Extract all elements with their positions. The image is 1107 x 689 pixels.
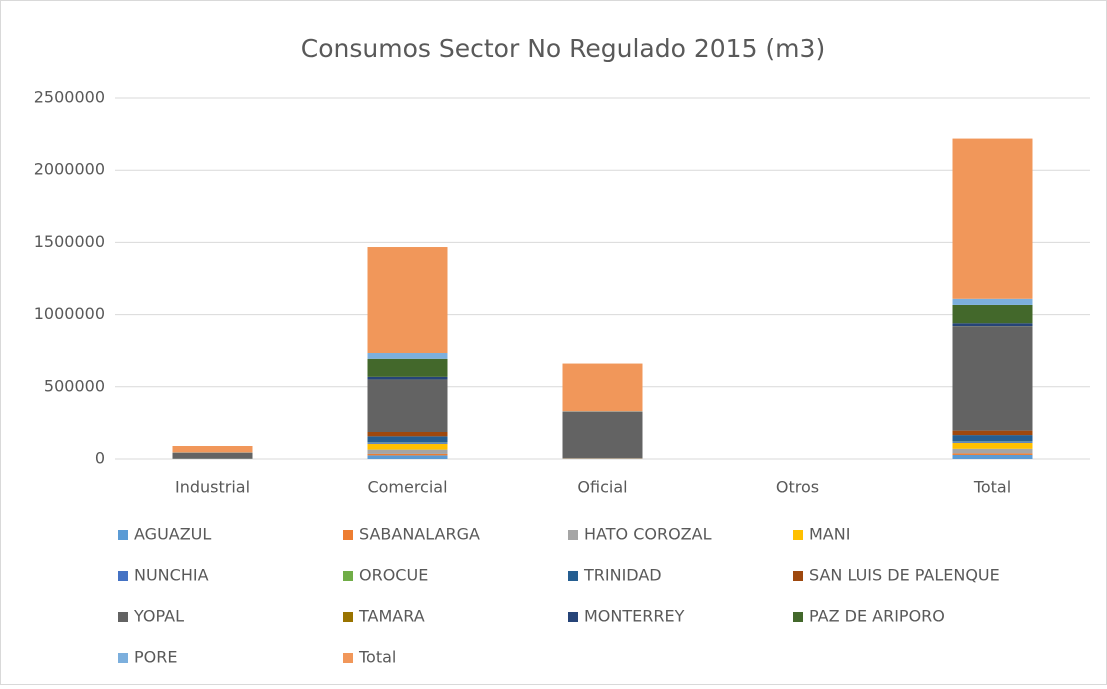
x-tick-label: Total (973, 478, 1011, 497)
x-tick-label: Otros (776, 478, 819, 497)
legend-label: NUNCHIA (134, 566, 209, 585)
legend-swatch (118, 653, 128, 663)
bar-segment (953, 455, 1033, 459)
chart-title: Consumos Sector No Regulado 2015 (m3) (301, 34, 825, 63)
legend-label: TAMARA (358, 607, 425, 626)
bar-segment (368, 380, 448, 432)
legend-label: OROCUE (359, 566, 428, 585)
legend-swatch (793, 612, 803, 622)
bar-segment (953, 323, 1033, 326)
legend-label: PAZ DE ARIPORO (809, 607, 945, 626)
bar-segment (173, 453, 253, 459)
bar-segment (953, 443, 1033, 449)
bar-segment (368, 442, 448, 443)
legend-swatch (118, 530, 128, 540)
y-tick-label: 1000000 (34, 304, 105, 323)
bar-segment (368, 454, 448, 455)
legend-label: HATO COROZAL (584, 525, 712, 544)
legend-swatch (118, 612, 128, 622)
bar-segment (368, 436, 448, 442)
legend-swatch (568, 612, 578, 622)
bar-segment (368, 247, 448, 353)
legend-label: PORE (134, 648, 177, 667)
bar-segment (368, 444, 448, 450)
legend-swatch (118, 571, 128, 581)
legend-swatch (343, 612, 353, 622)
bar-segment (953, 453, 1033, 455)
bar-segment (953, 139, 1033, 299)
bar-segment (368, 377, 448, 380)
legend-swatch (343, 653, 353, 663)
legend-swatch (568, 571, 578, 581)
legend-label: SABANALARGA (359, 525, 480, 544)
x-tick-label: Comercial (367, 478, 447, 497)
legend-swatch (343, 530, 353, 540)
bar-segment (953, 449, 1033, 454)
legend-swatch (343, 571, 353, 581)
legend-label: TRINIDAD (583, 566, 662, 585)
legend-label: YOPAL (133, 607, 184, 626)
legend-swatch (793, 530, 803, 540)
y-tick-label: 2500000 (34, 88, 105, 107)
bar-segment (953, 305, 1033, 323)
bar-segment (563, 364, 643, 412)
y-tick-label: 1500000 (34, 232, 105, 251)
legend-label: AGUAZUL (134, 525, 211, 544)
x-tick-label: Industrial (175, 478, 250, 497)
legend-label: SAN LUIS DE PALENQUE (809, 566, 1000, 585)
bar-segment (953, 299, 1033, 305)
bar-segment (953, 435, 1033, 441)
bar-segment (953, 431, 1033, 435)
bar-segment (368, 455, 448, 459)
legend-label: Total (358, 648, 396, 667)
bar-segment (368, 432, 448, 436)
bar-segment (368, 353, 448, 359)
bar-segment (173, 446, 253, 452)
legend-swatch (793, 571, 803, 581)
bar-segment (953, 441, 1033, 442)
bar-segment (368, 359, 448, 377)
bar-segment (368, 450, 448, 454)
y-tick-label: 0 (95, 449, 105, 468)
legend-label: MONTERREY (584, 607, 685, 626)
y-tick-label: 500000 (44, 376, 105, 395)
legend-swatch (568, 530, 578, 540)
bar-segment (953, 327, 1033, 431)
y-tick-label: 2000000 (34, 160, 105, 179)
bar-segment (563, 412, 643, 458)
x-tick-label: Oficial (577, 478, 627, 497)
legend-label: MANI (809, 525, 850, 544)
